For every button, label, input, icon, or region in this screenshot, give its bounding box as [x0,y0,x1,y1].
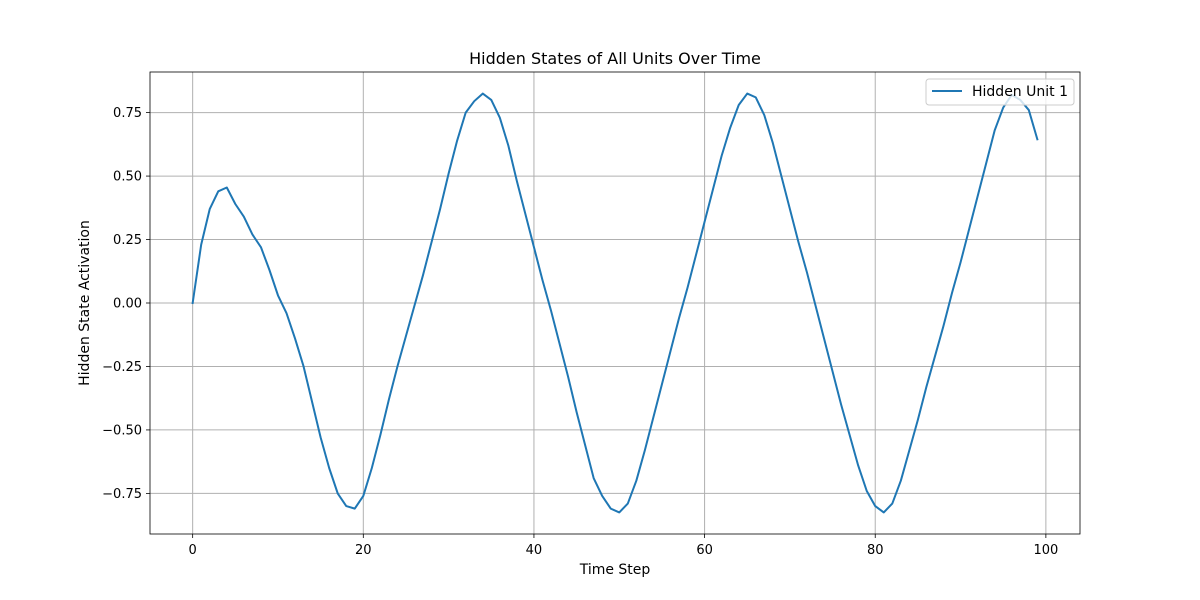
chart-title: Hidden States of All Units Over Time [469,49,761,68]
x-tick-label: 60 [696,543,713,558]
x-tick-label: 0 [189,543,197,558]
y-tick-label: −0.75 [102,487,142,502]
x-tick-label: 80 [867,543,884,558]
legend: Hidden Unit 1 [925,78,1075,106]
grid-layer [150,72,1080,534]
y-tick-label: 0.00 [113,297,142,312]
axes-frame [149,71,1081,535]
y-tick-label: 0.50 [113,170,142,185]
legend-box [925,78,1075,106]
y-tick-label: 0.75 [113,106,142,121]
y-axis-label: Hidden State Activation [77,220,93,386]
x-tick-label: 100 [1033,543,1058,558]
x-tick-label: 40 [526,543,543,558]
plot-area [191,92,1039,514]
x-tick-label: 20 [355,543,372,558]
y-tick-label: −0.25 [102,360,142,375]
legend-label-hidden-unit-1: Hidden Unit 1 [972,84,1068,100]
series-line-hidden-unit-1 [191,92,1039,514]
x-axis-label: Time Step [579,562,651,578]
x-axis: 0 20 40 60 80 100 [189,534,1058,558]
y-axis: −0.75 −0.50 −0.25 0.00 0.25 0.50 0.75 [102,106,150,502]
y-tick-label: 0.25 [113,233,142,248]
y-tick-label: −0.50 [102,423,142,438]
